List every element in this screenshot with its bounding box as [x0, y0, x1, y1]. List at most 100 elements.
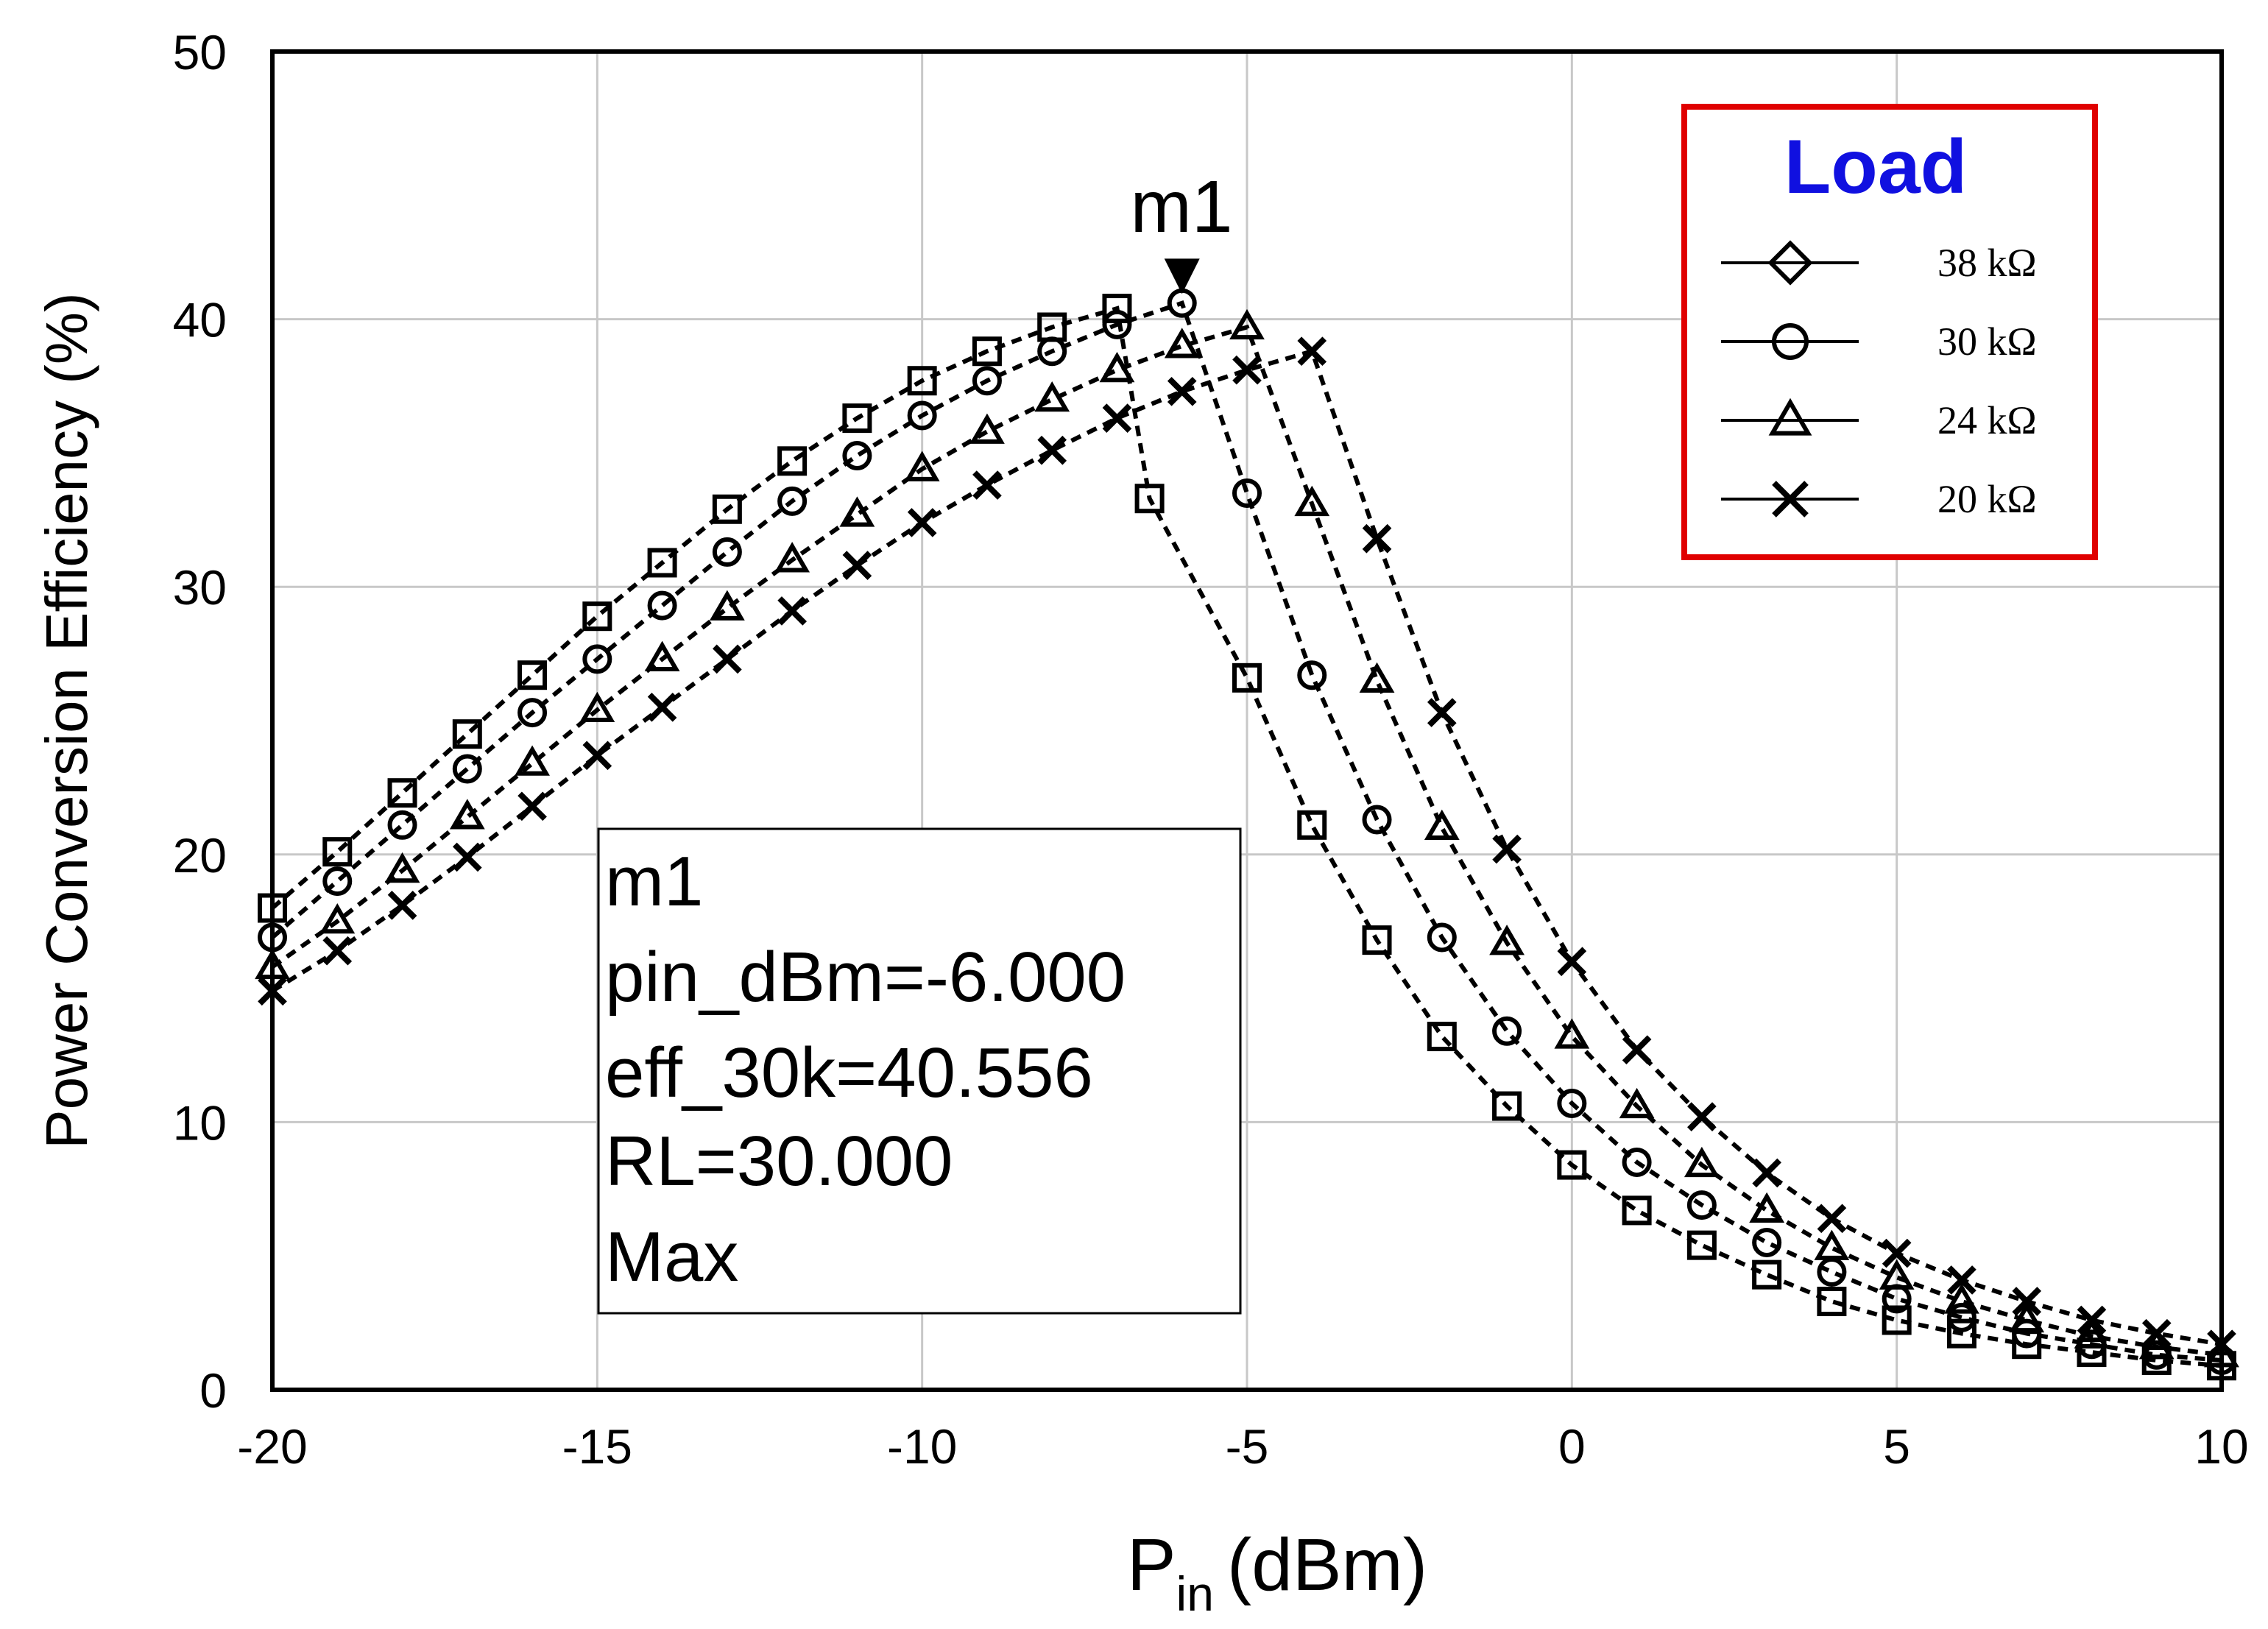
series-3-point-5 — [582, 741, 612, 771]
series-0-point-25 — [1882, 1305, 1912, 1335]
y-tick-10: 10 — [173, 1095, 227, 1150]
series-1-point-5 — [582, 644, 612, 674]
series-1-point-11 — [972, 366, 1002, 396]
marker-m1-label: m1 — [1131, 166, 1233, 248]
legend-entry-0: 38 kΩ — [1721, 240, 2037, 286]
series-1-point-15 — [1232, 478, 1262, 508]
legend-entry-1: 30 kΩ — [1721, 319, 2037, 364]
x-tick--5: -5 — [1226, 1419, 1269, 1474]
y-axis-label: Power Conversion Efficiency (%) — [34, 292, 99, 1148]
series-3-point-24 — [1817, 1204, 1847, 1234]
y-tick-50: 50 — [173, 25, 227, 79]
series-2-point-23 — [1749, 1192, 1785, 1223]
series-0-point-14 — [1134, 484, 1165, 514]
x-axis-label-main: P — [1127, 1524, 1176, 1606]
series-2-point-2 — [384, 852, 420, 883]
series-3-point-17 — [1362, 523, 1392, 554]
y-tick-40: 40 — [173, 293, 227, 347]
series-1-point-21 — [1622, 1147, 1652, 1177]
series-1-point-27 — [2012, 1318, 2042, 1349]
series-3-point-9 — [842, 551, 872, 580]
series-0-point-18 — [1427, 1022, 1457, 1052]
legend-title: Load — [1784, 124, 1967, 210]
series-1-point-16 — [1297, 660, 1327, 690]
series-3-point-10 — [907, 508, 937, 537]
series-0-point-15 — [1232, 662, 1262, 693]
legend-label-0: 38 kΩ — [1937, 241, 2037, 285]
series-2-point-0 — [255, 948, 290, 980]
series-3-point-14 — [1167, 376, 1197, 406]
series-2-point-9 — [839, 496, 875, 527]
series-0-point-24 — [1817, 1287, 1847, 1317]
series-2-point-14 — [1164, 328, 1200, 358]
series-0-point-0 — [258, 893, 287, 923]
y-tick-30: 30 — [173, 560, 227, 615]
series-3-point-16 — [1297, 336, 1327, 367]
series-2-point-26 — [1944, 1283, 1979, 1314]
series-2-point-19 — [1489, 925, 1525, 955]
x-axis-label: Pin (dBm) — [1127, 1524, 1427, 1621]
legend-marker-0 — [1767, 240, 1813, 286]
legend-marker-1 — [1772, 323, 1809, 360]
series-3-point-30 — [2207, 1329, 2236, 1360]
series-line-1 — [271, 300, 2222, 1363]
x-tick--15: -15 — [562, 1419, 632, 1474]
x-axis-label-subscript: in — [1176, 1566, 1214, 1621]
series-3-point-7 — [713, 644, 742, 674]
series-1-point-18 — [1427, 922, 1457, 953]
series-3-point-13 — [1102, 403, 1132, 433]
series-3-point-2 — [387, 891, 417, 920]
series-0-point-21 — [1622, 1195, 1652, 1226]
series-2-point-24 — [1814, 1229, 1850, 1260]
series-line-2 — [271, 324, 2222, 1357]
series-3-point-28 — [2077, 1305, 2107, 1335]
legend-label-2: 24 kΩ — [1937, 398, 2037, 442]
series-2-point-3 — [449, 799, 485, 830]
series-3-point-22 — [1687, 1102, 1717, 1131]
series-1-point-12 — [1037, 336, 1067, 367]
series-3-point-23 — [1752, 1158, 1781, 1188]
series-2-point-10 — [904, 450, 940, 481]
series-3-point-15 — [1232, 355, 1262, 385]
x-axis-label-unit: (dBm) — [1227, 1524, 1427, 1606]
legend-entry-3: 20 kΩ — [1721, 477, 2037, 521]
series-3-point-4 — [517, 791, 547, 821]
gridlines — [272, 52, 2222, 1390]
plot-frame — [270, 49, 2224, 1392]
series-1-point-10 — [907, 400, 937, 431]
series-2-point-5 — [579, 691, 615, 723]
series-2-point-6 — [644, 640, 680, 671]
series-1-point-20 — [1557, 1088, 1587, 1118]
series-3-point-27 — [2012, 1287, 2042, 1316]
series-2-point-12 — [1034, 381, 1070, 412]
legend: Load 38 kΩ 30 kΩ 24 kΩ 20 kΩ — [1681, 104, 2098, 560]
series-0-point-3 — [452, 719, 482, 749]
series-0-point-20 — [1557, 1150, 1587, 1180]
series-3-point-0 — [258, 976, 287, 1006]
series-1-point-17 — [1362, 805, 1392, 835]
series-3-point-19 — [1492, 834, 1522, 864]
series-0-point-19 — [1492, 1091, 1522, 1121]
series-1-point-7 — [712, 537, 742, 567]
series-2-point-7 — [709, 590, 745, 621]
series-0-point-4 — [517, 660, 548, 690]
series-0-point-5 — [582, 601, 612, 632]
legend-label-3: 20 kΩ — [1937, 477, 2037, 521]
series-3-point-25 — [1882, 1238, 1912, 1268]
marker-readout-line-3: eff_30k=40.556 — [605, 1033, 1093, 1112]
marker-readout-line-4: RL=30.000 — [605, 1122, 953, 1201]
series-0-point-7 — [712, 494, 742, 524]
legend-frame — [1681, 104, 2098, 560]
series-3-point-20 — [1557, 947, 1587, 977]
y-tick-0: 0 — [199, 1363, 227, 1418]
series-0-point-1 — [322, 837, 353, 867]
series-2-point-27 — [2009, 1301, 2045, 1333]
series-markers — [255, 288, 2239, 1381]
series-2-point-20 — [1554, 1018, 1590, 1049]
marker-readout-frame — [597, 827, 1242, 1315]
series-3-point-26 — [1947, 1265, 1976, 1295]
x-tick-5: 5 — [1883, 1419, 1910, 1474]
series-1-point-22 — [1686, 1190, 1717, 1220]
series-0-point-10 — [907, 366, 937, 396]
